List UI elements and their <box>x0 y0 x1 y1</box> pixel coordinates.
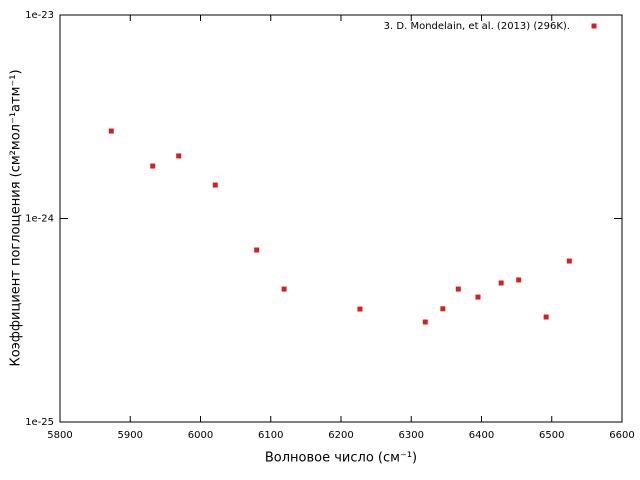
x-axis-label: Волновое число (см⁻¹) <box>265 451 417 466</box>
data-point <box>254 247 260 253</box>
x-tick-label: 6500 <box>539 430 564 441</box>
y-axis-label: Коэффициент поглощения (см²мол⁻¹атм⁻¹) <box>9 69 24 366</box>
data-point <box>498 280 504 286</box>
data-point <box>422 319 428 325</box>
data-point <box>455 286 461 292</box>
data-point <box>108 128 114 134</box>
x-tick-label: 6600 <box>609 430 634 441</box>
data-point <box>281 286 287 292</box>
data-point <box>475 294 481 300</box>
x-tick-label: 6300 <box>399 430 424 441</box>
data-point <box>566 258 572 264</box>
data-point <box>150 163 156 169</box>
plot-frame <box>59 14 623 423</box>
x-tick-label: 6400 <box>469 430 494 441</box>
data-point <box>516 277 522 283</box>
x-tick-label: 6100 <box>258 430 283 441</box>
y-tick-label: 1e-25 <box>25 417 54 428</box>
x-tick-label: 5900 <box>118 430 143 441</box>
x-tick-label: 6200 <box>328 430 353 441</box>
y-tick-label: 1e-24 <box>25 214 54 225</box>
legend-label: 3. D. Mondelain, et al. (2013) (296K). <box>384 21 570 32</box>
data-point <box>357 306 363 312</box>
y-tick-label: 1e-23 <box>25 10 54 21</box>
legend-marker <box>591 23 597 29</box>
data-point <box>176 153 182 159</box>
x-tick-label: 6000 <box>188 430 213 441</box>
x-tick-label: 5800 <box>47 430 72 441</box>
data-point <box>440 306 446 312</box>
data-point <box>543 314 549 320</box>
data-point <box>212 182 218 188</box>
